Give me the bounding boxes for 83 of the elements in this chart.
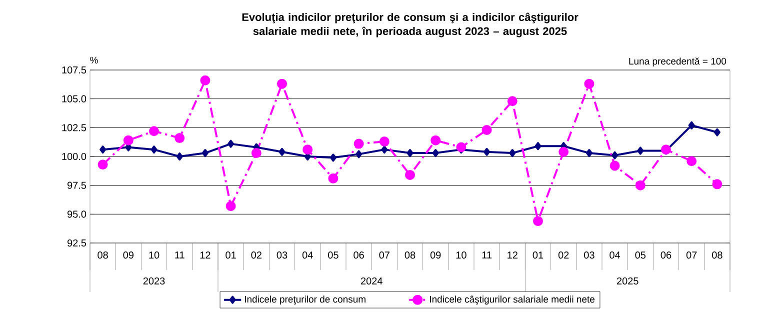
point xyxy=(484,148,490,156)
chart-title: Evoluţia indicilor preţurilor de consum şi a indicilor câştigurilor salariale medii nete, în perioada august 2023 – august 2025 xyxy=(242,12,578,38)
point xyxy=(686,156,697,166)
x-tick-label: 07 xyxy=(686,252,697,259)
x-tick-label: 03 xyxy=(276,252,288,259)
point xyxy=(534,142,542,150)
y-tick-label: 97.5 xyxy=(67,182,86,189)
x-tick-label: 08 xyxy=(98,252,108,259)
text: Luna precedentă = 100 xyxy=(629,57,726,66)
x-tick-label: 12 xyxy=(508,252,518,259)
point xyxy=(354,138,364,149)
x-tick-label: 12 xyxy=(200,252,210,259)
y-tick-label: 95.0 xyxy=(67,210,86,218)
point xyxy=(277,78,288,89)
point xyxy=(712,179,722,190)
point xyxy=(509,149,516,158)
legend-label: Indicele preţurilor de consum xyxy=(244,296,366,305)
point xyxy=(610,160,620,171)
point xyxy=(228,140,234,148)
point xyxy=(635,180,646,190)
text: 2024 xyxy=(360,277,382,285)
legend-label: Indicele câştigurilor salariale medii nete xyxy=(430,296,594,305)
point xyxy=(150,146,158,154)
point xyxy=(278,148,286,156)
point xyxy=(149,126,160,136)
x-tick-label: 10 xyxy=(149,252,160,259)
point xyxy=(688,121,695,130)
x-tick-label: 04 xyxy=(302,252,313,259)
x-tick-label: 07 xyxy=(379,252,390,259)
point xyxy=(123,135,134,146)
x-tick-label: 05 xyxy=(635,252,646,259)
point xyxy=(330,154,336,162)
point xyxy=(174,133,185,144)
y-tick-label: 107.5 xyxy=(62,66,86,74)
point xyxy=(430,135,441,146)
x-tick-label: 11 xyxy=(482,252,492,258)
point xyxy=(405,170,416,180)
text: 2023 xyxy=(143,277,165,285)
y-tick-label: 100.0 xyxy=(62,152,86,160)
point xyxy=(558,146,569,157)
point xyxy=(356,150,362,158)
text: 2025 xyxy=(616,277,638,285)
point xyxy=(251,148,262,158)
x-tick-label: 06 xyxy=(354,252,364,259)
x-tick-label: 04 xyxy=(610,252,620,259)
point xyxy=(637,146,644,155)
point xyxy=(482,124,492,135)
point xyxy=(328,173,338,184)
point xyxy=(200,75,210,86)
point xyxy=(100,146,106,154)
point xyxy=(202,149,208,158)
x-tick-label: 11 xyxy=(175,252,184,258)
x-tick-label: 09 xyxy=(123,252,134,259)
x-tick-label: 08 xyxy=(712,252,722,259)
x-tick-label: 06 xyxy=(660,252,672,259)
y-tick-label: 102.5 xyxy=(62,124,86,132)
point xyxy=(226,201,236,212)
point xyxy=(714,128,720,136)
y-axis-title: % xyxy=(90,56,98,64)
point xyxy=(612,151,618,160)
x-tick-label: 09 xyxy=(430,252,441,259)
point xyxy=(586,149,592,158)
x-tick-label: 03 xyxy=(584,252,594,259)
point xyxy=(584,78,594,89)
point xyxy=(533,216,543,226)
point xyxy=(379,136,390,146)
point xyxy=(302,144,313,155)
point xyxy=(406,149,414,158)
x-tick-label: 08 xyxy=(404,252,416,259)
point xyxy=(381,146,388,154)
x-tick-label: 10 xyxy=(456,252,466,259)
x-tick-label: 01 xyxy=(226,252,236,259)
point xyxy=(176,152,183,160)
point xyxy=(507,96,518,106)
y-tick-label: 92.5 xyxy=(67,239,86,247)
x-tick-label: 01 xyxy=(532,252,544,259)
point xyxy=(432,149,439,158)
y-tick-label: 105.0 xyxy=(62,95,86,102)
point xyxy=(456,142,466,152)
x-tick-label: 05 xyxy=(328,252,338,259)
point xyxy=(98,160,108,170)
x-tick-label: 02 xyxy=(251,252,262,259)
x-tick-label: 02 xyxy=(558,252,569,259)
